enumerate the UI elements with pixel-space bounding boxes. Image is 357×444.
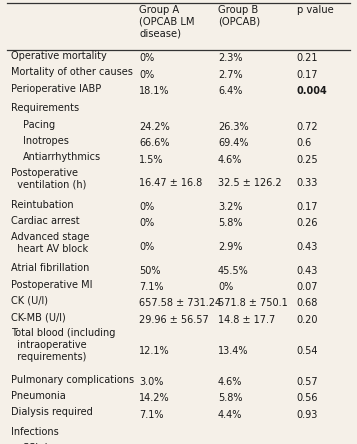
Text: SSI deep: SSI deep	[22, 443, 65, 444]
Text: 0%: 0%	[139, 242, 154, 252]
Text: p value: p value	[297, 5, 333, 15]
Text: Group B
(OPCAB): Group B (OPCAB)	[218, 5, 260, 27]
Text: 0.26: 0.26	[297, 218, 318, 228]
Text: 0%: 0%	[139, 218, 154, 228]
Text: 66.6%: 66.6%	[139, 139, 170, 148]
Text: 6.4%: 6.4%	[218, 86, 242, 96]
Text: Postoperative MI: Postoperative MI	[11, 280, 92, 289]
Text: Operative mortality: Operative mortality	[11, 51, 106, 61]
Text: 1.5%: 1.5%	[139, 155, 164, 165]
Text: 0.56: 0.56	[297, 393, 318, 403]
Text: Cardiac arrest: Cardiac arrest	[11, 216, 79, 226]
Text: 0%: 0%	[218, 282, 233, 292]
Text: 0%: 0%	[139, 70, 154, 80]
Text: CK (U/l): CK (U/l)	[11, 296, 47, 306]
Text: 3.0%: 3.0%	[139, 377, 164, 387]
Text: 7.1%: 7.1%	[139, 282, 164, 292]
Text: 50%: 50%	[139, 266, 161, 276]
Text: 0.57: 0.57	[297, 377, 318, 387]
Text: Pulmonary complications: Pulmonary complications	[11, 375, 134, 385]
Text: 0.17: 0.17	[297, 70, 318, 80]
Text: 0.93: 0.93	[297, 409, 318, 420]
Text: Dialysis required: Dialysis required	[11, 407, 92, 417]
Text: 45.5%: 45.5%	[218, 266, 249, 276]
Text: 4.6%: 4.6%	[218, 155, 242, 165]
Text: 0.6: 0.6	[297, 139, 312, 148]
Text: 14.2%: 14.2%	[139, 393, 170, 403]
Text: 0%: 0%	[139, 53, 154, 63]
Text: 0.07: 0.07	[297, 282, 318, 292]
Text: Group A
(OPCAB LM
disease): Group A (OPCAB LM disease)	[139, 5, 195, 39]
Text: 24.2%: 24.2%	[139, 122, 170, 132]
Text: Inotropes: Inotropes	[22, 136, 69, 146]
Text: 0.004: 0.004	[297, 86, 327, 96]
Text: 0.43: 0.43	[297, 266, 318, 276]
Text: Atrial fibrillation: Atrial fibrillation	[11, 263, 89, 274]
Text: 26.3%: 26.3%	[218, 122, 248, 132]
Text: 0.43: 0.43	[297, 242, 318, 252]
Text: 0%: 0%	[139, 202, 154, 212]
Text: Pacing: Pacing	[22, 119, 55, 130]
Text: Mortality of other causes: Mortality of other causes	[11, 67, 132, 77]
Text: 18.1%: 18.1%	[139, 86, 170, 96]
Text: 0.25: 0.25	[297, 155, 318, 165]
Text: 0.20: 0.20	[297, 315, 318, 325]
Text: 69.4%: 69.4%	[218, 139, 248, 148]
Text: Perioperative IABP: Perioperative IABP	[11, 83, 101, 94]
Text: Pneumonia: Pneumonia	[11, 391, 65, 401]
Text: 0.72: 0.72	[297, 122, 318, 132]
Text: Postoperative
  ventilation (h): Postoperative ventilation (h)	[11, 168, 86, 190]
Text: 14.8 ± 17.7: 14.8 ± 17.7	[218, 315, 275, 325]
Text: Advanced stage
  heart AV block: Advanced stage heart AV block	[11, 232, 89, 254]
Text: 657.58 ± 731.24: 657.58 ± 731.24	[139, 298, 221, 308]
Text: 12.1%: 12.1%	[139, 346, 170, 356]
Text: 5.8%: 5.8%	[218, 218, 242, 228]
Text: 29.96 ± 56.57: 29.96 ± 56.57	[139, 315, 209, 325]
Text: 3.2%: 3.2%	[218, 202, 242, 212]
Text: 2.9%: 2.9%	[218, 242, 242, 252]
Text: 571.8 ± 750.1: 571.8 ± 750.1	[218, 298, 288, 308]
Text: 0.68: 0.68	[297, 298, 318, 308]
Text: 2.3%: 2.3%	[218, 53, 242, 63]
Text: Total blood (including
  intraoperative
  requirements): Total blood (including intraoperative re…	[11, 329, 115, 361]
Text: Requirements: Requirements	[11, 103, 79, 113]
Text: 0.21: 0.21	[297, 53, 318, 63]
Text: 0.33: 0.33	[297, 178, 318, 188]
Text: 16.47 ± 16.8: 16.47 ± 16.8	[139, 178, 202, 188]
Text: 13.4%: 13.4%	[218, 346, 248, 356]
Text: Reintubation: Reintubation	[11, 200, 73, 210]
Text: CK-MB (U/l): CK-MB (U/l)	[11, 312, 65, 322]
Text: 7.1%: 7.1%	[139, 409, 164, 420]
Text: 4.6%: 4.6%	[218, 377, 242, 387]
Text: 2.7%: 2.7%	[218, 70, 242, 80]
Text: 4.4%: 4.4%	[218, 409, 242, 420]
Text: 5.8%: 5.8%	[218, 393, 242, 403]
Text: 0.17: 0.17	[297, 202, 318, 212]
Text: Antiarrhythmics: Antiarrhythmics	[22, 152, 101, 162]
Text: 32.5 ± 126.2: 32.5 ± 126.2	[218, 178, 282, 188]
Text: Infections: Infections	[11, 427, 58, 437]
Text: 0.54: 0.54	[297, 346, 318, 356]
